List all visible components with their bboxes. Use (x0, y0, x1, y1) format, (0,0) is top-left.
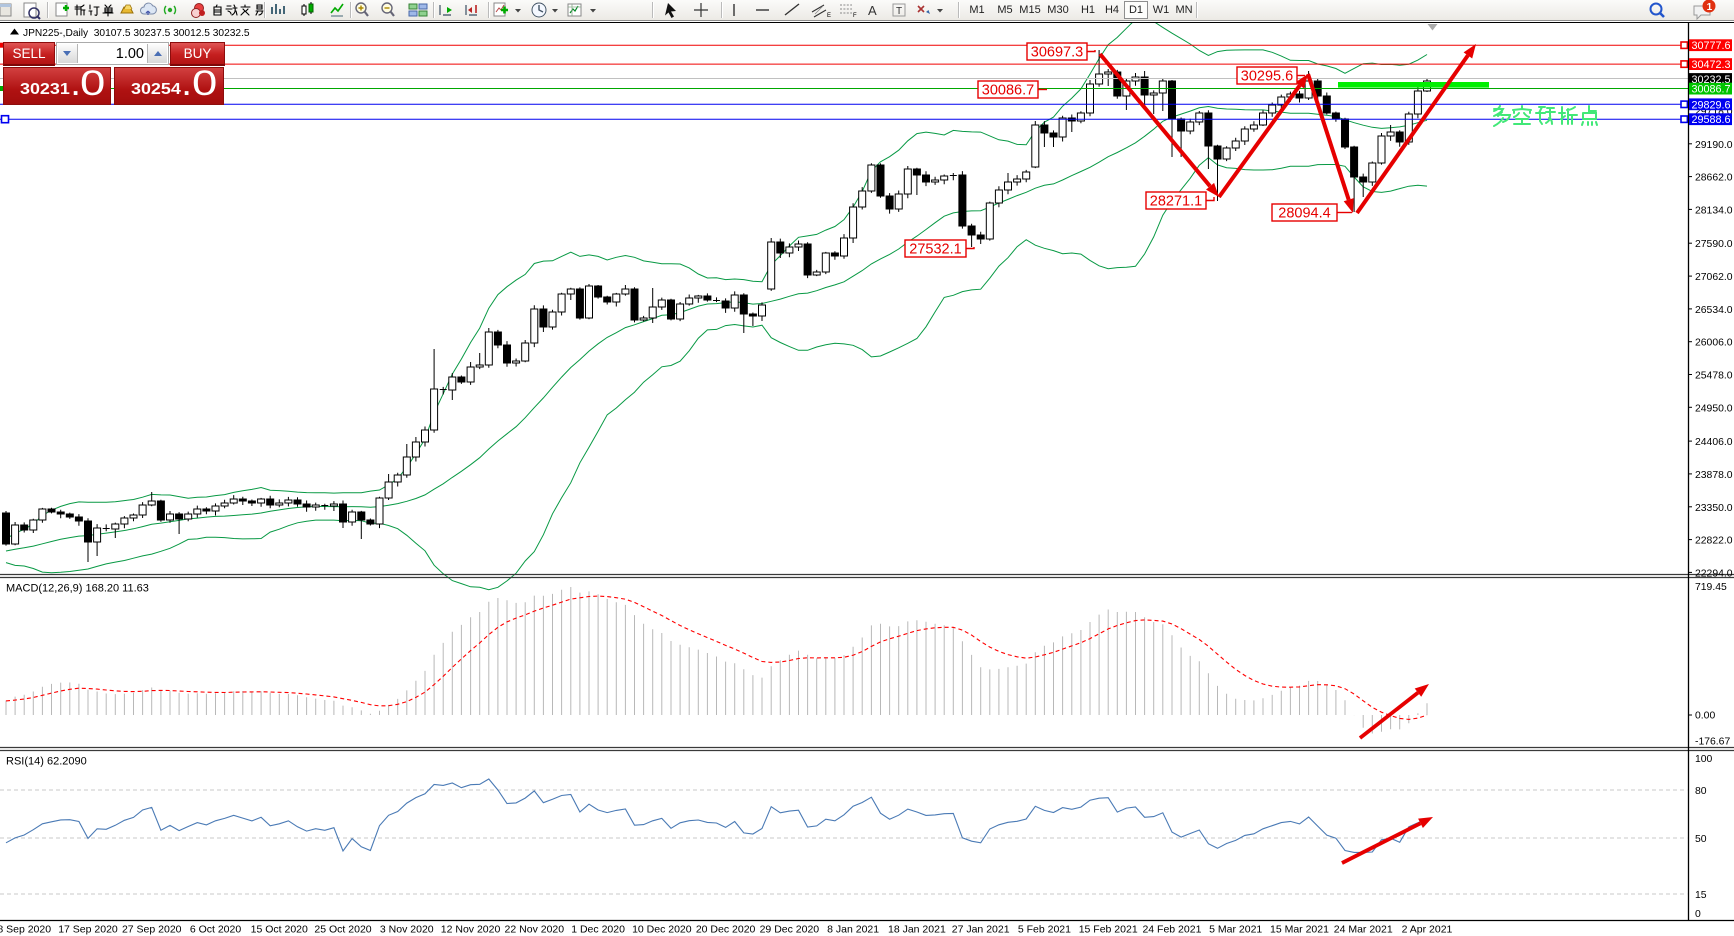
svg-text:30697.3: 30697.3 (1031, 45, 1083, 61)
svg-text:5 Feb 2021: 5 Feb 2021 (1018, 924, 1071, 936)
svg-text:15 Mar 2021: 15 Mar 2021 (1270, 924, 1329, 936)
svg-text:30086.7: 30086.7 (982, 83, 1034, 99)
svg-text:28094.4: 28094.4 (1278, 206, 1330, 222)
svg-text:27532.1: 27532.1 (909, 242, 961, 258)
svg-text:2 Apr 2021: 2 Apr 2021 (1402, 924, 1453, 936)
svg-text:23878.0: 23878.0 (1695, 470, 1733, 481)
svg-text:A: A (868, 3, 877, 18)
svg-text:30472.3: 30472.3 (1692, 59, 1731, 71)
svg-text:20 Dec 2020: 20 Dec 2020 (696, 924, 756, 936)
svg-text:30777.6: 30777.6 (1692, 40, 1731, 52)
svg-text:50: 50 (1695, 834, 1707, 845)
svg-text:80: 80 (1695, 786, 1707, 797)
svg-text:T: T (896, 6, 902, 17)
svg-text:100: 100 (1695, 754, 1713, 765)
svg-text:5 Mar 2021: 5 Mar 2021 (1209, 924, 1262, 936)
svg-text:24 Feb 2021: 24 Feb 2021 (1142, 924, 1201, 936)
svg-text:MACD(12,26,9) 168.20 11.63: MACD(12,26,9) 168.20 11.63 (6, 583, 149, 595)
svg-text:22 Nov 2020: 22 Nov 2020 (505, 924, 565, 936)
svg-text:22822.0: 22822.0 (1695, 536, 1733, 547)
svg-text:28134.0: 28134.0 (1695, 205, 1733, 216)
svg-text:30232.5: 30232.5 (1692, 74, 1731, 86)
svg-text:29190.0: 29190.0 (1695, 140, 1733, 151)
svg-text:24 Mar 2021: 24 Mar 2021 (1334, 924, 1393, 936)
svg-text:30295.6: 30295.6 (1241, 69, 1293, 85)
svg-text:1: 1 (1707, 2, 1713, 13)
svg-text:12 Nov 2020: 12 Nov 2020 (441, 924, 501, 936)
svg-text:719.45: 719.45 (1695, 582, 1727, 593)
svg-text:18 Jan 2021: 18 Jan 2021 (888, 924, 946, 936)
svg-text:3 Nov 2020: 3 Nov 2020 (380, 924, 434, 936)
svg-text:6 Oct 2020: 6 Oct 2020 (190, 924, 242, 936)
svg-text:25 Oct 2020: 25 Oct 2020 (314, 924, 371, 936)
svg-text:27 Sep 2020: 27 Sep 2020 (122, 924, 182, 936)
svg-text:15 Oct 2020: 15 Oct 2020 (251, 924, 308, 936)
svg-text:30086.7: 30086.7 (1692, 84, 1731, 96)
svg-text:E: E (827, 13, 831, 19)
svg-text:8 Jan 2021: 8 Jan 2021 (827, 924, 879, 936)
svg-text:RSI(14) 62.2090: RSI(14) 62.2090 (6, 756, 87, 768)
svg-text:26534.0: 26534.0 (1695, 305, 1733, 316)
svg-text:27590.0: 27590.0 (1695, 239, 1733, 250)
svg-text:1 Dec 2020: 1 Dec 2020 (571, 924, 625, 936)
svg-text:27062.0: 27062.0 (1695, 272, 1733, 283)
svg-text:24406.0: 24406.0 (1695, 437, 1733, 448)
svg-text:F: F (853, 13, 857, 19)
svg-text:24950.0: 24950.0 (1695, 403, 1733, 414)
svg-text:8 Sep 2020: 8 Sep 2020 (0, 924, 51, 936)
svg-text:10 Dec 2020: 10 Dec 2020 (632, 924, 692, 936)
svg-text:29829.6: 29829.6 (1692, 99, 1731, 111)
svg-text:-176.67: -176.67 (1695, 737, 1730, 748)
svg-text:0.00: 0.00 (1695, 711, 1715, 722)
svg-text:25478.0: 25478.0 (1695, 371, 1733, 382)
svg-text:17 Sep 2020: 17 Sep 2020 (58, 924, 118, 936)
svg-text:23350.0: 23350.0 (1695, 503, 1733, 514)
svg-text:26006.0: 26006.0 (1695, 338, 1733, 349)
svg-text:15 Feb 2021: 15 Feb 2021 (1079, 924, 1138, 936)
svg-text:28271.1: 28271.1 (1150, 194, 1202, 210)
svg-text:27 Jan 2021: 27 Jan 2021 (952, 924, 1010, 936)
svg-text:15: 15 (1695, 890, 1707, 901)
svg-text:29 Dec 2020: 29 Dec 2020 (760, 924, 820, 936)
svg-text:29588.6: 29588.6 (1692, 114, 1731, 126)
svg-text:22294.0: 22294.0 (1695, 568, 1733, 579)
svg-text:JPN225-,Daily 30107.5 30237.5: JPN225-,Daily 30107.5 30237.5 30012.5 30… (23, 28, 250, 39)
svg-text:29718.0: 29718.0 (1695, 107, 1733, 118)
svg-text:0: 0 (1695, 909, 1701, 920)
svg-text:28662.0: 28662.0 (1695, 173, 1733, 184)
